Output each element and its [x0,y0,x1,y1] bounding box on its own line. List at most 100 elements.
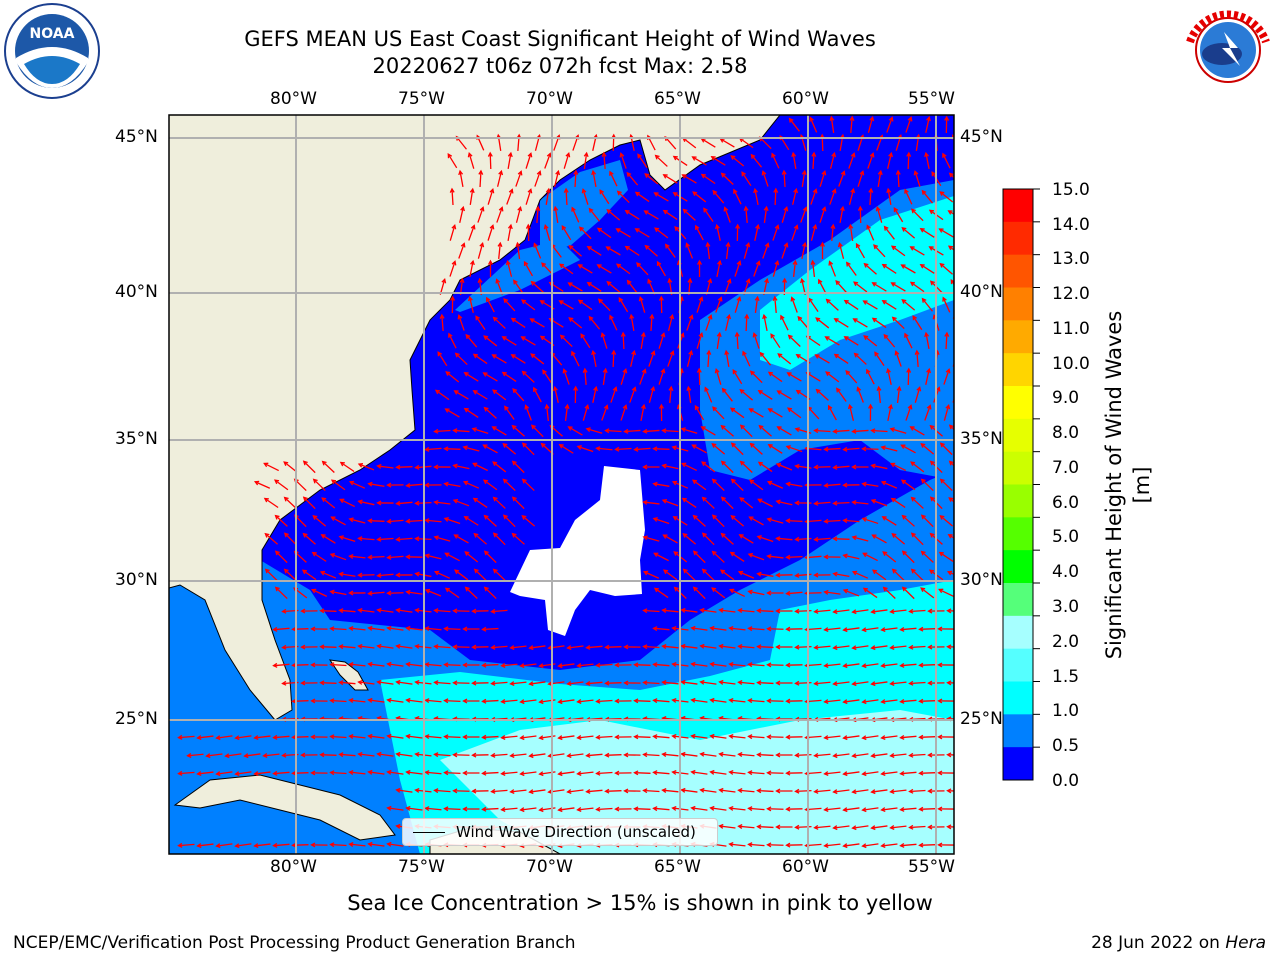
wind-wave-arrow-head [686,385,692,392]
wind-wave-arrow-head [946,608,952,614]
wind-wave-arrow-head [692,191,698,196]
wind-wave-arrow-head [367,697,373,703]
wind-wave-arrow-head [756,608,762,614]
wind-wave-arrow [774,188,777,206]
wind-wave-arrow [693,550,706,564]
wind-wave-arrow [358,753,375,757]
wind-wave-arrow [691,807,708,811]
wind-wave-arrow-head [842,771,848,777]
wind-wave-arrow-head [647,278,652,284]
wind-wave-arrow [571,351,580,367]
wind-wave-arrow [749,516,764,526]
wind-wave-arrow-head [918,734,924,740]
wind-wave-arrow [492,461,507,473]
wind-wave-arrow-head [691,444,697,449]
wind-wave-arrow-head [907,404,913,410]
wind-wave-arrow-head [338,571,344,577]
wind-wave-arrow-head [376,500,382,506]
wind-wave-arrow [387,771,404,775]
wind-wave-arrow [586,645,603,649]
wind-wave-arrow-head [929,532,935,538]
wind-wave-arrow [729,735,746,739]
wind-wave-arrow-head [386,518,392,524]
wind-wave-arrow-head [711,550,717,556]
wind-wave-arrow [881,807,898,811]
wind-wave-arrow-head [691,156,697,161]
wind-wave-arrow-head [452,428,458,434]
lat-label-right: 35°N [960,429,1003,449]
wind-wave-arrow-head [869,115,875,122]
wind-wave-arrow [653,699,670,703]
wind-wave-arrow-head [907,116,913,122]
wind-wave-arrow-head [281,752,287,758]
wind-wave-arrow-head [929,280,935,286]
wind-wave-arrow [444,517,461,525]
wind-wave-arrow [891,498,906,508]
wind-wave-arrow-head [761,170,767,176]
wind-wave-arrow-head [706,349,712,355]
wind-wave-arrow [597,227,612,239]
wind-wave-arrow [787,372,802,382]
wind-wave-arrow-head [851,681,857,687]
wind-wave-arrow-head [471,644,477,650]
wind-wave-arrow-head [850,187,856,194]
wind-wave-arrow-head [955,387,959,391]
wind-wave-arrow [339,535,356,543]
wind-wave-arrow [947,682,954,684]
wind-wave-arrow [472,428,489,434]
wind-wave-arrow [503,478,516,492]
wind-wave-arrow [916,350,919,368]
wind-wave-arrow-head [813,536,819,542]
wind-wave-arrow [921,514,934,528]
wind-wave-arrow [857,387,864,403]
wind-wave-arrow [838,243,845,259]
wind-wave-arrow [767,481,784,489]
footer-credit: NCEP/EMC/Verification Post Processing Pr… [13,933,576,953]
wind-wave-arrow-head [939,191,945,196]
wind-wave-arrow [833,753,850,757]
wind-wave-arrow-head [376,463,382,469]
wind-wave-arrow-head [515,241,521,248]
wind-wave-arrow [567,681,584,685]
wind-wave-arrow [738,753,755,757]
wind-wave-arrow-head [582,367,588,373]
wind-wave-arrow [900,699,917,703]
wind-wave-arrow [776,463,793,471]
wind-wave-arrow [515,171,522,187]
wind-wave-arrow [483,372,498,382]
wind-wave-arrow-head [595,770,601,776]
wind-wave-arrow-head [424,734,430,740]
wind-wave-arrow-head [847,403,853,410]
wind-wave-arrow [465,587,478,599]
wind-wave-arrow-head [483,586,489,592]
wind-wave-arrow [584,368,587,386]
wind-wave-arrow [501,735,518,739]
wind-wave-arrow [925,333,930,349]
wind-wave-arrow [819,207,826,223]
wind-wave-arrow [682,533,697,545]
wind-wave-arrow [445,587,460,599]
wind-wave-arrow [482,807,499,811]
wind-wave-arrow-head [673,586,679,592]
wind-wave-arrow [283,461,298,473]
wind-wave-arrow-head [688,349,694,356]
wind-wave-arrow [254,735,271,739]
wind-wave-arrow-head [775,499,781,505]
wind-wave-arrow-head [717,259,722,266]
wind-wave-arrow [624,429,641,433]
wind-wave-arrow-head [525,223,531,229]
wind-wave-arrow-head [747,626,753,632]
wind-wave-arrow-head [861,843,867,849]
wind-wave-arrow [496,171,503,187]
wind-wave-arrow [553,171,560,187]
wind-wave-arrow [654,587,669,599]
wind-wave-arrow [597,264,612,274]
wind-wave-arrow-head [539,335,545,341]
wind-wave-arrow [483,444,498,454]
wind-wave-arrow-head [367,625,373,631]
wind-wave-arrow-head [571,206,576,212]
wind-wave-arrow-head [728,697,734,703]
wind-wave-arrow [753,333,760,349]
wind-wave-arrow-head [524,404,530,410]
wind-wave-arrow [554,206,559,224]
